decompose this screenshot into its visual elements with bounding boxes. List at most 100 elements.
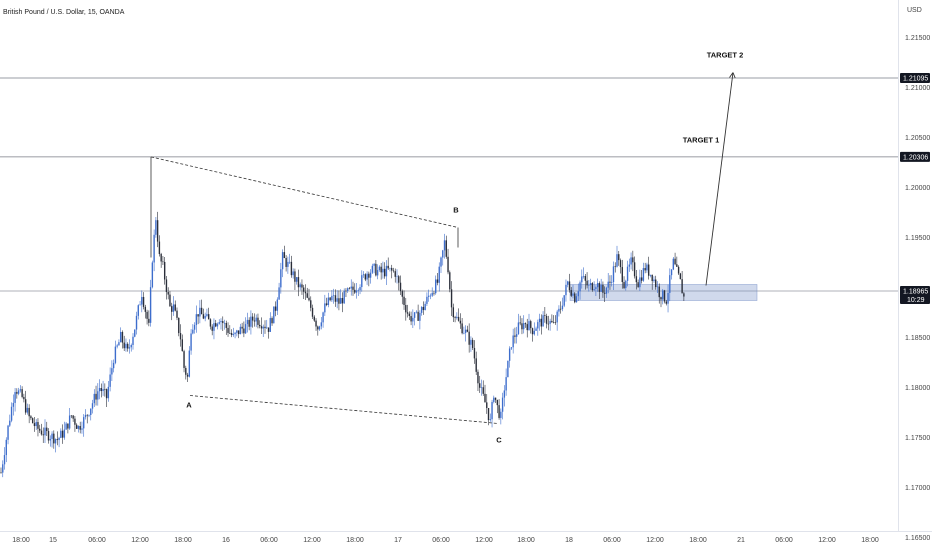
candle <box>559 301 562 314</box>
price-axis[interactable]: 1.16500 1.17000 1.17500 1.18000 1.18500 1.195… <box>905 35 930 542</box>
candle <box>287 256 289 274</box>
candle <box>403 290 405 310</box>
candle <box>204 312 206 322</box>
candle <box>155 217 157 238</box>
candle <box>452 303 455 323</box>
candle <box>364 273 367 282</box>
candle <box>220 318 222 330</box>
candle <box>359 284 361 295</box>
time-axis[interactable]: 18:00 15 06:00 12:00 18:00 16 06:00 12:00 18:00 1… <box>12 537 879 544</box>
candle <box>568 273 571 293</box>
candle <box>213 318 215 340</box>
candle <box>447 248 449 275</box>
candle <box>339 289 342 304</box>
candle <box>507 360 509 378</box>
candle <box>526 318 528 338</box>
candle <box>266 319 268 329</box>
candle <box>118 339 120 346</box>
candle <box>612 261 615 291</box>
annotation-label: TARGET 2 <box>707 51 744 60</box>
candle <box>369 269 372 284</box>
candle <box>412 309 414 329</box>
candle <box>280 262 282 294</box>
price-tick-label: 1.16500 <box>905 535 930 542</box>
candle <box>91 399 94 414</box>
candle <box>528 313 530 331</box>
candle <box>281 249 284 278</box>
candle <box>600 278 602 292</box>
time-tick-label: 06:00 <box>775 537 793 544</box>
candle <box>552 315 555 324</box>
candle <box>570 287 572 298</box>
candle <box>79 421 81 434</box>
candle <box>440 256 442 274</box>
candle <box>128 339 131 354</box>
time-tick-label: 17 <box>394 537 402 544</box>
candle <box>169 291 171 307</box>
candle <box>278 282 280 300</box>
candle <box>310 296 312 312</box>
candle <box>28 404 30 424</box>
time-tick-label: 15 <box>49 537 57 544</box>
candle <box>517 313 520 335</box>
candle <box>179 324 182 347</box>
support-zone <box>569 284 758 301</box>
candle <box>243 321 245 338</box>
candle <box>361 270 363 292</box>
candle <box>424 301 426 311</box>
candle <box>625 279 627 291</box>
candle <box>355 283 358 299</box>
target-arrow <box>705 72 734 286</box>
candle <box>642 262 645 282</box>
candle <box>90 408 92 421</box>
candle <box>39 424 41 433</box>
candle <box>357 288 359 296</box>
time-tick-label: 18:00 <box>346 537 364 544</box>
candle <box>496 399 499 414</box>
candle <box>435 275 437 295</box>
candle <box>197 314 199 325</box>
candle <box>183 349 185 373</box>
candle <box>605 286 608 298</box>
candle <box>482 380 484 396</box>
candle <box>207 307 210 320</box>
candle <box>225 320 227 335</box>
candle <box>31 417 34 424</box>
candle <box>116 343 118 349</box>
candle <box>297 269 300 297</box>
candle <box>149 279 152 327</box>
candle <box>336 290 338 309</box>
candle <box>250 310 252 335</box>
candle <box>223 319 226 330</box>
price-badge-label: 1.18965 <box>903 289 928 296</box>
time-tick-label: 18:00 <box>861 537 879 544</box>
candle <box>114 340 117 365</box>
candle <box>33 416 36 432</box>
candle <box>257 313 259 329</box>
candle <box>438 262 440 292</box>
candle <box>97 383 99 406</box>
candle <box>431 287 433 297</box>
candle <box>95 385 97 406</box>
time-tick-label: 06:00 <box>432 537 450 544</box>
candle <box>54 438 57 453</box>
candle <box>619 258 622 274</box>
candle <box>345 288 347 298</box>
candle <box>192 324 194 335</box>
candle <box>589 278 592 290</box>
candle <box>72 414 74 422</box>
candle <box>595 285 597 297</box>
candle <box>274 301 277 317</box>
candle <box>427 289 430 302</box>
candle <box>433 291 435 296</box>
candle <box>109 367 111 392</box>
candle <box>396 269 398 284</box>
candle <box>63 421 66 440</box>
candle <box>23 393 25 403</box>
candle <box>417 304 419 322</box>
candle <box>399 275 402 295</box>
candle <box>68 407 71 430</box>
candle <box>632 250 634 272</box>
